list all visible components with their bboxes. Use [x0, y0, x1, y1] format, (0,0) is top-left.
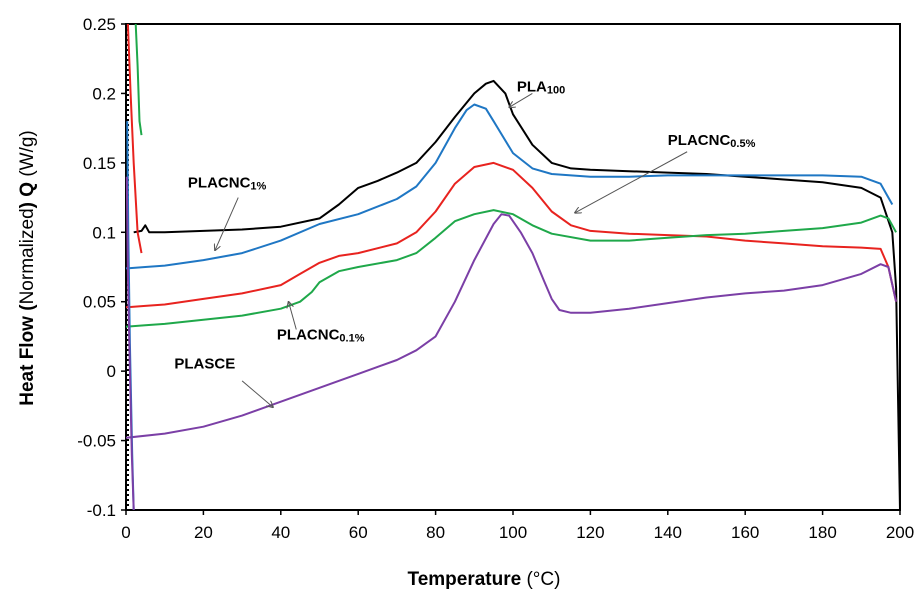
y-tick-label: 0.1 — [92, 223, 116, 242]
annotation-arrow-3 — [289, 302, 297, 330]
x-tick-label: 60 — [349, 523, 368, 542]
y-tick-label: 0.25 — [83, 15, 116, 34]
y-tick-label: 0 — [107, 362, 116, 381]
x-tick-label: 140 — [654, 523, 682, 542]
axis-ticks: 0 20 40 60 80 100 120 140 160 180 200 -0.1 -0.05 0 0.0… — [77, 15, 914, 542]
series-line-6 — [134, 23, 143, 136]
y-tick-label: 0.2 — [92, 84, 116, 103]
annotation-label-4: PLASCE — [174, 356, 235, 373]
annotation-arrow-4 — [241, 380, 273, 407]
series-line-3 — [125, 209, 897, 328]
x-tick-label: 200 — [886, 523, 914, 542]
y-tick-label: 0.05 — [83, 293, 116, 312]
x-tick-label: 100 — [499, 523, 527, 542]
x-tick-label: 160 — [731, 523, 759, 542]
series-line-2 — [125, 161, 898, 309]
y-tick-label: -0.05 — [77, 432, 116, 451]
series-line-8 — [125, 176, 135, 511]
annotation-label-3: PLACNC0.1% — [277, 326, 365, 344]
x-tick-label: 120 — [576, 523, 604, 542]
y-tick-label: 0.15 — [83, 154, 116, 173]
series-line-0 — [133, 79, 901, 511]
annotation-label-1: PLACNC0.5% — [668, 132, 756, 150]
x-tick-label: 180 — [808, 523, 836, 542]
x-tick-label: 40 — [271, 523, 290, 542]
curve-annotations: PLA100 PLACNC0.5% PLACNC1% PLACNC0.1% PLASCE — [174, 78, 756, 407]
x-axis-title: Temperature (°C) — [408, 569, 561, 589]
plot-area-frame — [125, 23, 901, 511]
annotation-arrow-1 — [575, 151, 688, 213]
y-tick-label: -0.1 — [87, 501, 116, 520]
x-tick-label: 0 — [121, 523, 130, 542]
annotation-arrow-2 — [215, 197, 239, 251]
y-axis-title: Heat Flow (Normalized) Q (W/g) — [17, 130, 38, 406]
annotation-label-2: PLACNC1% — [188, 175, 267, 193]
annotation-arrow-0 — [509, 92, 533, 107]
x-tick-label: 80 — [426, 523, 445, 542]
series-line-1 — [125, 103, 894, 270]
series-line-4 — [125, 213, 898, 439]
series-line-5 — [126, 23, 143, 254]
x-tick-label: 20 — [194, 523, 213, 542]
annotation-label-0: PLA100 — [517, 78, 565, 96]
series-lines — [125, 23, 901, 511]
